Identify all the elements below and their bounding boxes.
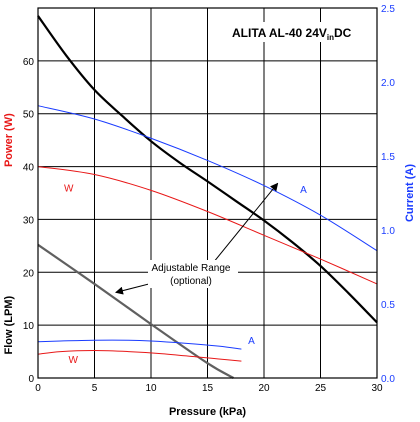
- y-left-tick-label: 20: [23, 268, 35, 279]
- x-tick-label: 10: [145, 383, 157, 394]
- right-axis-title: Current (A): [404, 164, 416, 222]
- chart-title-suffix: DC: [334, 26, 352, 40]
- series-line-flow_adjustable: [37, 243, 235, 379]
- left-axis-title-flow: Flow (LPM): [3, 295, 15, 354]
- y-left-tick-label: 30: [23, 215, 35, 226]
- series-labels: A W A W: [64, 183, 307, 366]
- series-line-flow_main: [37, 15, 378, 324]
- left-axis-title-power: Power (W): [3, 113, 15, 167]
- y-right-tick-label: 2.5: [381, 4, 395, 15]
- series-label-power_high: W: [64, 183, 74, 194]
- annotation-text-line2: (optional): [170, 276, 212, 287]
- series-label-power_low: W: [69, 355, 79, 366]
- chart-title: ALITA AL-40 24VinDC: [232, 26, 352, 42]
- x-tick-label: 5: [92, 383, 98, 394]
- x-tick-label: 20: [258, 383, 270, 394]
- y-right-tick-label: 1.5: [381, 152, 395, 163]
- y-left-tick-label: 10: [23, 321, 35, 332]
- y-left-tick-label: 40: [23, 163, 35, 174]
- y-left-tick-label: 0: [28, 374, 34, 385]
- chart-title-subscript: in: [327, 33, 334, 42]
- title-box: [226, 22, 362, 42]
- chart-title-main: ALITA AL-40 24V: [232, 26, 327, 40]
- series-label-current_low: A: [248, 336, 255, 347]
- plot-frame: [37, 7, 378, 379]
- x-tick-label: 30: [371, 383, 383, 394]
- y-right-tick-label: 2.0: [381, 78, 395, 89]
- data-series: [37, 15, 378, 379]
- x-tick-label: 0: [35, 383, 41, 394]
- y-right-tick-label: 0.0: [381, 374, 395, 385]
- annotation-box: [148, 260, 238, 288]
- y-right-tick-label: 1.0: [381, 226, 395, 237]
- tick-labels: 0 5 10 15 20 25 30 0 10 20 30 40 50 60 0.0 0.5 1.0 1.5 2.0…: [23, 4, 395, 394]
- y-left-tick-label: 50: [23, 110, 35, 121]
- y-right-tick-label: 0.5: [381, 300, 395, 311]
- grid-lines: [37, 8, 378, 379]
- series-line-current_low: [37, 339, 242, 350]
- annotation-text-line1: Adjustable Range: [152, 263, 231, 274]
- annotation-arrow-upper: [209, 182, 279, 268]
- series-line-current_high: [37, 105, 378, 252]
- series-label-current_high: A: [300, 185, 307, 196]
- x-tick-label: 15: [202, 383, 214, 394]
- y-left-tick-label: 60: [23, 57, 35, 68]
- series-line-power_low: [37, 350, 242, 362]
- series-line-power_high: [37, 166, 378, 285]
- x-axis-title: Pressure (kPa): [169, 406, 246, 418]
- x-tick-label: 25: [315, 383, 327, 394]
